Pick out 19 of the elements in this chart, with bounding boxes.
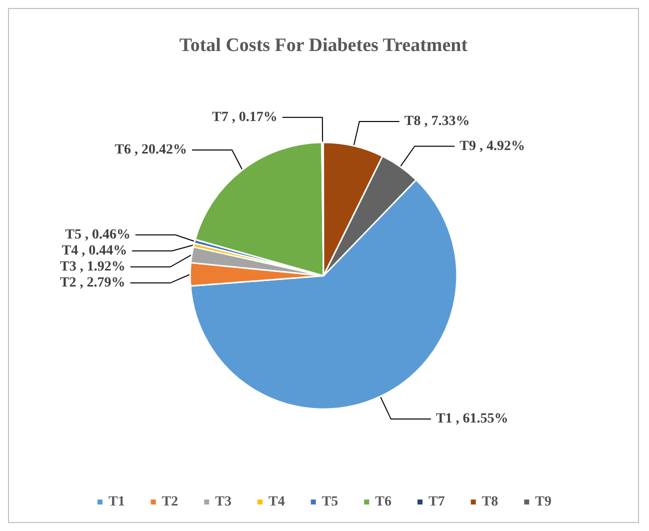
legend-label: T7	[428, 494, 445, 510]
data-label: T8 , 7.33%	[404, 114, 470, 129]
data-label: T4 , 0.44%	[62, 243, 128, 258]
data-label: T3 , 1.92%	[60, 259, 126, 274]
data-label: T7 , 0.17%	[212, 110, 278, 125]
legend-label: T5	[322, 494, 338, 510]
legend-label: T3	[215, 494, 232, 510]
legend-label: T4	[268, 494, 285, 510]
data-label: T1 , 61.55%	[436, 412, 508, 427]
legend-label: T1	[108, 494, 125, 510]
legend-label: T2	[162, 494, 178, 510]
data-label: T2 , 2.79%	[60, 275, 126, 290]
legend-label: T8	[482, 494, 498, 510]
legend-label: T9	[535, 494, 552, 510]
chart-title: Total Costs For Diabetes Treatment	[179, 35, 468, 56]
data-label: T6 , 20.42%	[114, 142, 188, 158]
legend-label: T6	[375, 494, 392, 510]
data-label: T9 , 4.92%	[460, 138, 526, 154]
data-label: T5 , 0.46%	[65, 227, 130, 242]
